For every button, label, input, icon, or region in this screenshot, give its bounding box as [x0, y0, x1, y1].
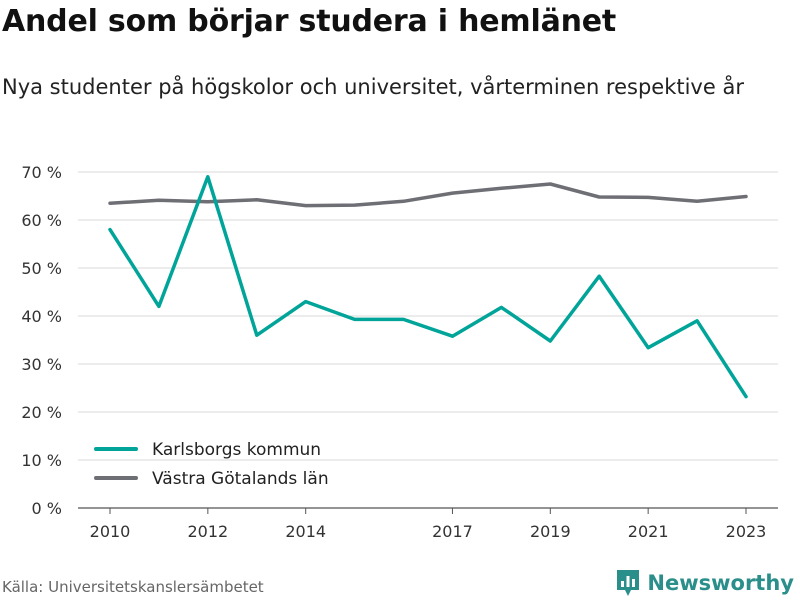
data-point	[744, 194, 748, 198]
legend-label: Västra Götalands län	[152, 469, 329, 489]
legend-label: Karlsborgs kommun	[152, 440, 321, 460]
data-point	[695, 319, 699, 323]
data-point	[597, 195, 601, 199]
data-point	[744, 395, 748, 399]
bar-chart-icon	[617, 570, 640, 596]
chart-title: Andel som börjar studera i hemlänet	[2, 4, 617, 39]
x-tick-label: 2010	[90, 522, 131, 541]
x-tick-label: 2019	[530, 522, 571, 541]
data-point	[108, 228, 112, 232]
y-tick-label: 50 %	[21, 259, 62, 278]
grid-lines	[78, 171, 778, 509]
y-tick-label: 10 %	[21, 451, 62, 470]
y-tick-label: 20 %	[21, 403, 62, 422]
legend: Karlsborgs kommun Västra Götalands län	[94, 440, 329, 489]
data-point	[646, 195, 650, 199]
brand-logo: Newsworthy	[615, 568, 794, 598]
data-point	[695, 199, 699, 203]
x-tick-label: 2012	[187, 522, 228, 541]
data-point	[157, 198, 161, 202]
chart-subtitle: Nya studenter på högskolor och universit…	[2, 75, 744, 99]
data-point	[304, 300, 308, 304]
data-point	[450, 334, 454, 338]
x-tick-label: 2017	[432, 522, 473, 541]
data-point	[646, 346, 650, 350]
x-axis-ticks: 2010 2012 2014 2017 2019 2021 2023	[90, 508, 767, 541]
y-tick-label: 60 %	[21, 211, 62, 230]
y-tick-label: 30 %	[21, 355, 62, 374]
series-line-1	[108, 175, 748, 399]
data-point	[548, 182, 552, 186]
data-point	[499, 305, 503, 309]
data-point	[499, 186, 503, 190]
data-point	[255, 333, 259, 337]
brand-name: Newsworthy	[647, 571, 794, 595]
data-point	[402, 317, 406, 321]
y-tick-label: 70 %	[21, 163, 62, 182]
data-point	[206, 200, 210, 204]
data-point	[157, 304, 161, 308]
data-point	[597, 274, 601, 278]
y-tick-label: 0 %	[32, 499, 62, 518]
x-tick-label: 2021	[628, 522, 669, 541]
line-chart: 0 % 10 % 20 % 30 % 40 % 50 % 60 % 70 % 2010 2012…	[21, 163, 778, 541]
data-point	[353, 317, 357, 321]
source-note: Källa: Universitetskanslersämbetet	[2, 578, 264, 596]
x-tick-label: 2014	[285, 522, 326, 541]
y-tick-label: 40 %	[21, 307, 62, 326]
x-tick-label: 2023	[726, 522, 767, 541]
data-point	[255, 198, 259, 202]
y-axis-ticks: 0 % 10 % 20 % 30 % 40 % 50 % 60 % 70 %	[21, 163, 62, 518]
data-point	[108, 201, 112, 205]
data-point	[548, 339, 552, 343]
data-point	[402, 199, 406, 203]
series-lines	[108, 175, 748, 399]
data-point	[304, 204, 308, 208]
data-point	[450, 191, 454, 195]
data-point	[353, 203, 357, 207]
data-point	[206, 175, 210, 179]
